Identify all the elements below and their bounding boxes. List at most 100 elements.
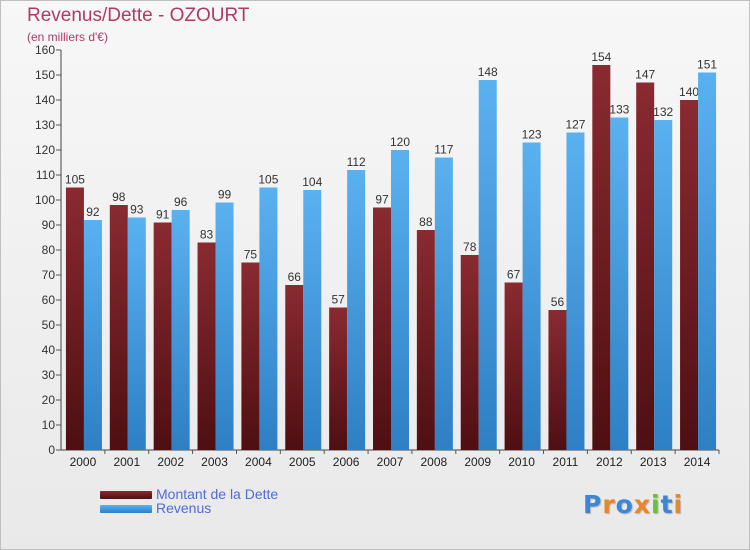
bar-revenus [478,80,497,450]
bar-dette [153,222,172,450]
bar-dette [504,282,523,450]
logo-letter: t [660,490,674,519]
x-tick-label: 2006 [333,455,360,469]
y-tick-label: 130 [35,118,55,132]
logo-letter: P [583,490,603,519]
x-tick-label: 2007 [377,455,404,469]
bar-revenus [127,217,146,450]
bar-dette [416,230,435,450]
y-tick-label: 120 [35,143,55,157]
value-label-revenus: 151 [697,58,717,72]
bar-revenus [215,202,234,450]
value-label-dette: 91 [156,208,170,222]
bar-revenus [434,157,453,450]
x-tick-label: 2013 [640,455,667,469]
value-label-dette: 78 [463,240,477,254]
bar-revenus [259,187,278,450]
value-label-dette: 56 [551,295,565,309]
bar-revenus [654,120,673,450]
bar-revenus [610,117,629,450]
y-tick-label: 110 [36,168,55,182]
value-label-dette: 67 [507,268,521,282]
y-tick-label: 10 [42,418,56,432]
x-tick-label: 2005 [289,455,316,469]
bar-dette [109,205,128,450]
y-tick-label: 140 [35,93,55,107]
bar-dette [548,310,567,450]
chart-title: Revenus/Dette - OZOURT [27,5,250,26]
value-label-dette: 57 [331,293,345,307]
bar-revenus [522,142,541,450]
value-label-dette: 88 [419,215,433,229]
legend-swatch-revenus [100,505,152,513]
value-label-dette: 98 [112,190,126,204]
y-tick-label: 80 [42,243,56,257]
logo-letter: r [602,490,616,519]
bar-dette [636,82,655,450]
y-tick-label: 70 [42,268,56,282]
proxiti-logo: Proxiti [583,490,683,519]
value-label-dette: 97 [375,193,389,207]
value-label-dette: 154 [591,50,611,64]
x-tick-label: 2000 [70,455,97,469]
value-label-dette: 105 [65,173,85,187]
value-label-revenus: 117 [434,143,453,157]
bar-revenus [303,190,322,450]
x-tick-label: 2004 [245,455,272,469]
bar-dette [592,65,611,450]
y-tick-label: 30 [42,368,56,382]
x-tick-label: 2008 [421,455,448,469]
chart-subtitle: (en milliers d'€) [27,30,108,44]
bar-dette [65,187,84,450]
bar-revenus [566,132,585,450]
x-tick-label: 2002 [157,455,184,469]
value-label-dette: 66 [288,270,302,284]
x-tick-label: 2014 [684,455,711,469]
bar-revenus [698,72,717,450]
value-label-revenus: 93 [130,203,144,217]
legend-label-dette: Montant de la Dette [156,486,279,502]
y-tick-label: 50 [42,318,56,332]
value-label-revenus: 92 [86,205,100,219]
logo-letter: x [633,490,651,519]
x-tick-label: 2011 [553,455,579,469]
bar-dette [373,207,391,450]
value-label-revenus: 112 [347,155,366,169]
value-label-revenus: 123 [522,128,542,142]
y-tick-label: 60 [42,293,56,307]
value-label-revenus: 133 [609,103,629,117]
value-label-revenus: 99 [218,188,232,202]
bar-dette [329,307,348,450]
value-label-revenus: 120 [390,135,410,149]
y-tick-label: 150 [35,68,55,82]
logo-letter: i [651,490,661,519]
y-tick-label: 160 [35,43,55,57]
bar-dette [197,242,216,450]
value-label-dette: 140 [679,85,699,99]
legend-swatch-dette [100,491,152,499]
bar-revenus [391,150,409,450]
value-label-dette: 147 [635,68,655,82]
bar-dette [285,285,304,450]
x-tick-label: 2010 [508,455,535,469]
value-label-revenus: 127 [565,118,585,132]
bar-dette [241,262,260,450]
value-label-dette: 83 [200,228,214,242]
y-tick-label: 20 [42,393,56,407]
value-label-dette: 75 [244,248,258,262]
value-label-revenus: 132 [653,105,673,119]
bar-dette [460,255,479,450]
x-tick-label: 2001 [113,455,140,469]
value-label-revenus: 104 [302,175,322,189]
value-label-revenus: 105 [258,173,278,187]
legend-label-revenus: Revenus [156,500,212,516]
bar-revenus [83,220,102,450]
bar-revenus [347,170,366,450]
value-label-revenus: 96 [174,195,188,209]
y-tick-label: 90 [42,218,56,232]
logo-letter: o [615,490,634,519]
bar-revenus [171,210,190,450]
y-tick-label: 0 [48,443,55,457]
x-tick-label: 2012 [596,455,623,469]
